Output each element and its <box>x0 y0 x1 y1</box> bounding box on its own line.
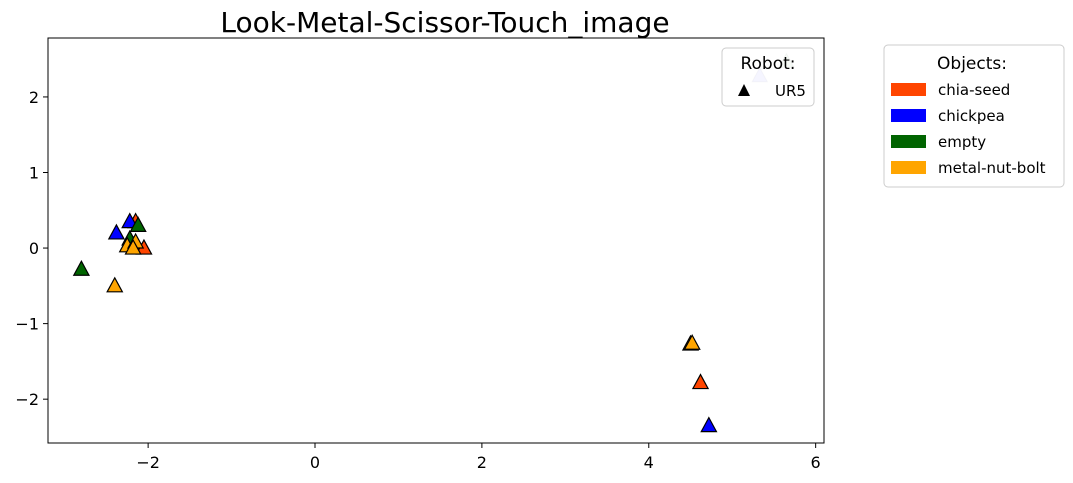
y-tick-label: 0 <box>29 239 39 258</box>
data-point-metal-nut-bolt <box>106 276 124 293</box>
chart-title: Look-Metal-Scissor-Touch_image <box>220 6 669 39</box>
legend-swatch-empty <box>891 135 926 148</box>
data-point-chickpea <box>107 223 126 240</box>
x-tick-label: 4 <box>644 453 654 472</box>
x-tick-label: 6 <box>811 453 821 472</box>
robot-legend: Robot: UR5 <box>721 47 815 107</box>
data-point-chickpea <box>121 212 139 229</box>
data-point-empty <box>129 216 147 232</box>
robot-legend-title: Robot: <box>740 54 795 74</box>
axes-frame <box>47 37 825 444</box>
objects-legend-title: Objects: <box>937 54 1007 74</box>
legend-label-chia-seed: chia-seed <box>938 81 1010 99</box>
legend-swatch-chia-seed <box>891 83 926 96</box>
x-tick-label: 2 <box>477 453 487 472</box>
objects-legend: Objects: chia-seed chickpea empty metal-nut… <box>883 44 1065 188</box>
data-point-chia-seed <box>691 373 710 390</box>
robot-legend-label: UR5 <box>775 82 806 100</box>
y-axis: −2 −1 0 1 2 <box>15 88 48 409</box>
legend-swatch-metal-nut-bolt <box>891 161 926 174</box>
y-tick-label: 1 <box>29 163 39 182</box>
data-points <box>72 52 795 433</box>
legend-label-chickpea: chickpea <box>938 107 1005 125</box>
plot-area <box>47 37 825 444</box>
data-point-metal-nut-bolt <box>683 334 701 350</box>
data-point-metal-nut-bolt <box>124 238 142 255</box>
y-tick-label: −1 <box>15 315 39 334</box>
x-tick-label: 0 <box>310 453 320 472</box>
legend-swatch-chickpea <box>891 109 926 122</box>
x-tick-label: −2 <box>136 453 160 472</box>
y-tick-label: 2 <box>29 88 39 107</box>
objects-legend-box <box>883 44 1065 188</box>
data-point-empty <box>72 259 90 276</box>
x-axis: −2 0 2 4 6 <box>136 443 821 472</box>
y-tick-label: −2 <box>15 390 39 409</box>
legend-label-metal-nut-bolt: metal-nut-bolt <box>938 159 1046 177</box>
legend-label-empty: empty <box>938 133 986 151</box>
data-point-chickpea <box>700 416 718 433</box>
robot-legend-marker <box>738 84 750 96</box>
